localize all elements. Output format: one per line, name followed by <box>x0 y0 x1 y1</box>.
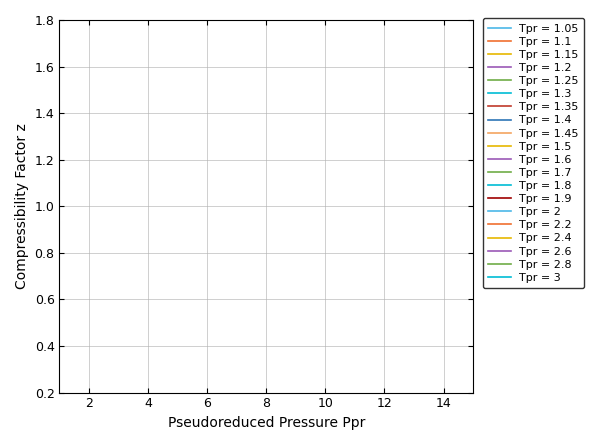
Legend: Tpr = 1.05, Tpr = 1.1, Tpr = 1.15, Tpr = 1.2, Tpr = 1.25, Tpr = 1.3, Tpr = 1.35,: Tpr = 1.05, Tpr = 1.1, Tpr = 1.15, Tpr =… <box>483 18 584 288</box>
X-axis label: Pseudoreduced Pressure Ppr: Pseudoreduced Pressure Ppr <box>167 416 365 430</box>
Y-axis label: Compressibility Factor z: Compressibility Factor z <box>15 123 29 289</box>
